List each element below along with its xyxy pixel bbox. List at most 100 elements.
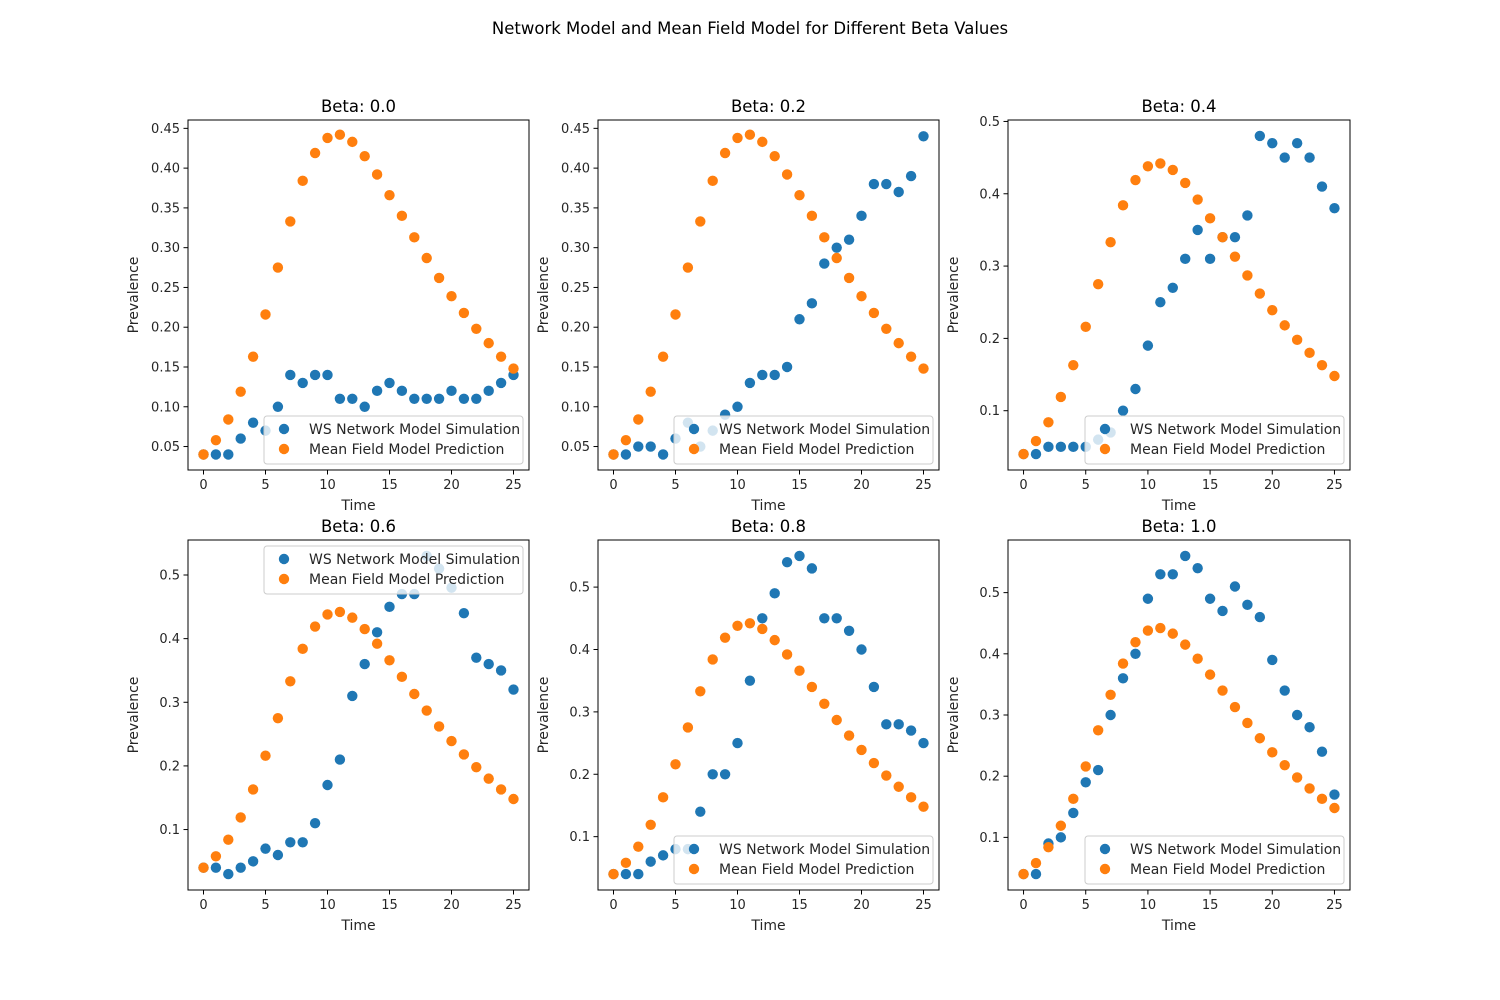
mf-point xyxy=(719,632,731,643)
ws-point xyxy=(347,690,358,702)
mf-point xyxy=(409,232,420,243)
y-axis-label: Prevalence xyxy=(126,257,142,334)
ws-point xyxy=(409,393,420,405)
ws-point xyxy=(707,769,718,780)
ws-point xyxy=(508,684,519,695)
mf-point xyxy=(247,784,259,795)
ws-point xyxy=(868,681,880,693)
mf-point xyxy=(682,722,694,733)
panel-2: 0 5 10 15 20 25 0.05 0.10 0.15 0.20 0.25 0.30 0.35 0.… xyxy=(536,97,940,514)
mf-point xyxy=(235,812,246,823)
mf-point xyxy=(1055,391,1067,403)
ws-point xyxy=(1304,152,1315,163)
legend-label-mf: Mean Field Model Prediction xyxy=(309,442,504,458)
mf-point xyxy=(881,323,892,335)
ws-point xyxy=(297,837,308,848)
ws-point xyxy=(657,449,669,460)
mf-point xyxy=(272,262,284,273)
axes-frame xyxy=(597,119,940,471)
ws-point xyxy=(1142,593,1154,604)
legend-label-mf: Mean Field Model Prediction xyxy=(1130,442,1325,458)
ws-point xyxy=(396,385,408,397)
ws-point xyxy=(297,377,308,389)
series-mf xyxy=(608,129,929,460)
mf-point xyxy=(682,262,694,273)
mf-point xyxy=(1018,868,1029,880)
x-tick-label: 10 xyxy=(1140,478,1157,493)
ws-point xyxy=(633,441,644,452)
mf-point xyxy=(495,784,507,795)
ws-point xyxy=(1204,593,1216,604)
mf-point xyxy=(272,712,284,724)
y-tick-label: 0.4 xyxy=(159,632,180,647)
mf-point xyxy=(1180,639,1191,650)
mf-point xyxy=(1130,636,1141,648)
ws-point xyxy=(1130,648,1141,660)
y-tick-label: 0.1 xyxy=(159,823,180,838)
ws-point xyxy=(769,369,780,381)
mf-point xyxy=(384,189,395,201)
mf-point xyxy=(446,290,457,302)
y-tick-label: 0.40 xyxy=(151,162,180,177)
ws-point xyxy=(322,779,333,791)
y-tick-label: 0.20 xyxy=(561,321,590,336)
mf-point xyxy=(856,290,867,302)
mf-point xyxy=(1117,200,1129,211)
ws-point xyxy=(1316,746,1328,757)
ws-point xyxy=(1267,137,1278,149)
mf-point xyxy=(347,612,358,623)
axes-frame xyxy=(187,119,530,471)
legend-marker-mf xyxy=(1099,863,1111,875)
mf-point xyxy=(657,792,669,803)
mf-point xyxy=(409,688,420,700)
y-axis-label: Prevalence xyxy=(126,677,142,754)
legend-marker-mf xyxy=(278,573,290,585)
ws-point xyxy=(1329,203,1340,214)
mf-point xyxy=(744,618,756,629)
x-tick-label: 0 xyxy=(199,478,207,493)
ws-point xyxy=(868,178,880,190)
x-tick-label: 5 xyxy=(671,898,679,913)
x-tick-label: 15 xyxy=(1202,478,1219,493)
mf-point xyxy=(1180,177,1191,189)
legend-label-mf: Mean Field Model Prediction xyxy=(309,572,504,588)
x-tick-label: 20 xyxy=(443,478,460,493)
ws-point xyxy=(371,385,383,397)
axes-frame xyxy=(1007,539,1351,891)
x-tick-label: 15 xyxy=(381,898,398,913)
ws-point xyxy=(1055,832,1067,843)
mf-point xyxy=(732,620,743,631)
ws-point xyxy=(645,441,656,452)
ws-point xyxy=(1242,599,1253,611)
plot-area xyxy=(598,120,939,470)
mf-point xyxy=(384,655,395,666)
mf-point xyxy=(620,434,632,446)
mf-point xyxy=(421,252,432,264)
panel-6: 0 5 10 15 20 25 0.1 0.2 0.3 0.4 0.5 Time Prevalence B… xyxy=(946,517,1351,934)
x-axis-label: Time xyxy=(1161,918,1196,934)
mf-point xyxy=(322,609,333,620)
mf-point xyxy=(1068,793,1079,805)
mf-point xyxy=(1217,231,1228,243)
mf-point xyxy=(1254,733,1266,744)
mf-point xyxy=(744,129,756,140)
y-tick-label: 0.30 xyxy=(561,241,590,256)
legend-marker-ws xyxy=(688,423,700,435)
ws-point xyxy=(285,837,296,848)
x-axis-label: Time xyxy=(750,498,785,514)
mf-point xyxy=(719,147,731,159)
ws-point xyxy=(893,186,904,198)
ws-point xyxy=(1117,673,1129,684)
mf-point xyxy=(633,841,644,852)
mf-point xyxy=(1329,370,1340,382)
ws-point xyxy=(1192,562,1203,574)
x-tick-label: 25 xyxy=(915,898,932,913)
ws-point xyxy=(620,868,632,880)
series-mf xyxy=(1018,622,1340,880)
ws-point xyxy=(831,613,842,624)
ws-point xyxy=(918,131,929,142)
ws-point xyxy=(285,369,296,381)
ws-point xyxy=(1155,569,1166,580)
ws-point xyxy=(695,806,706,817)
